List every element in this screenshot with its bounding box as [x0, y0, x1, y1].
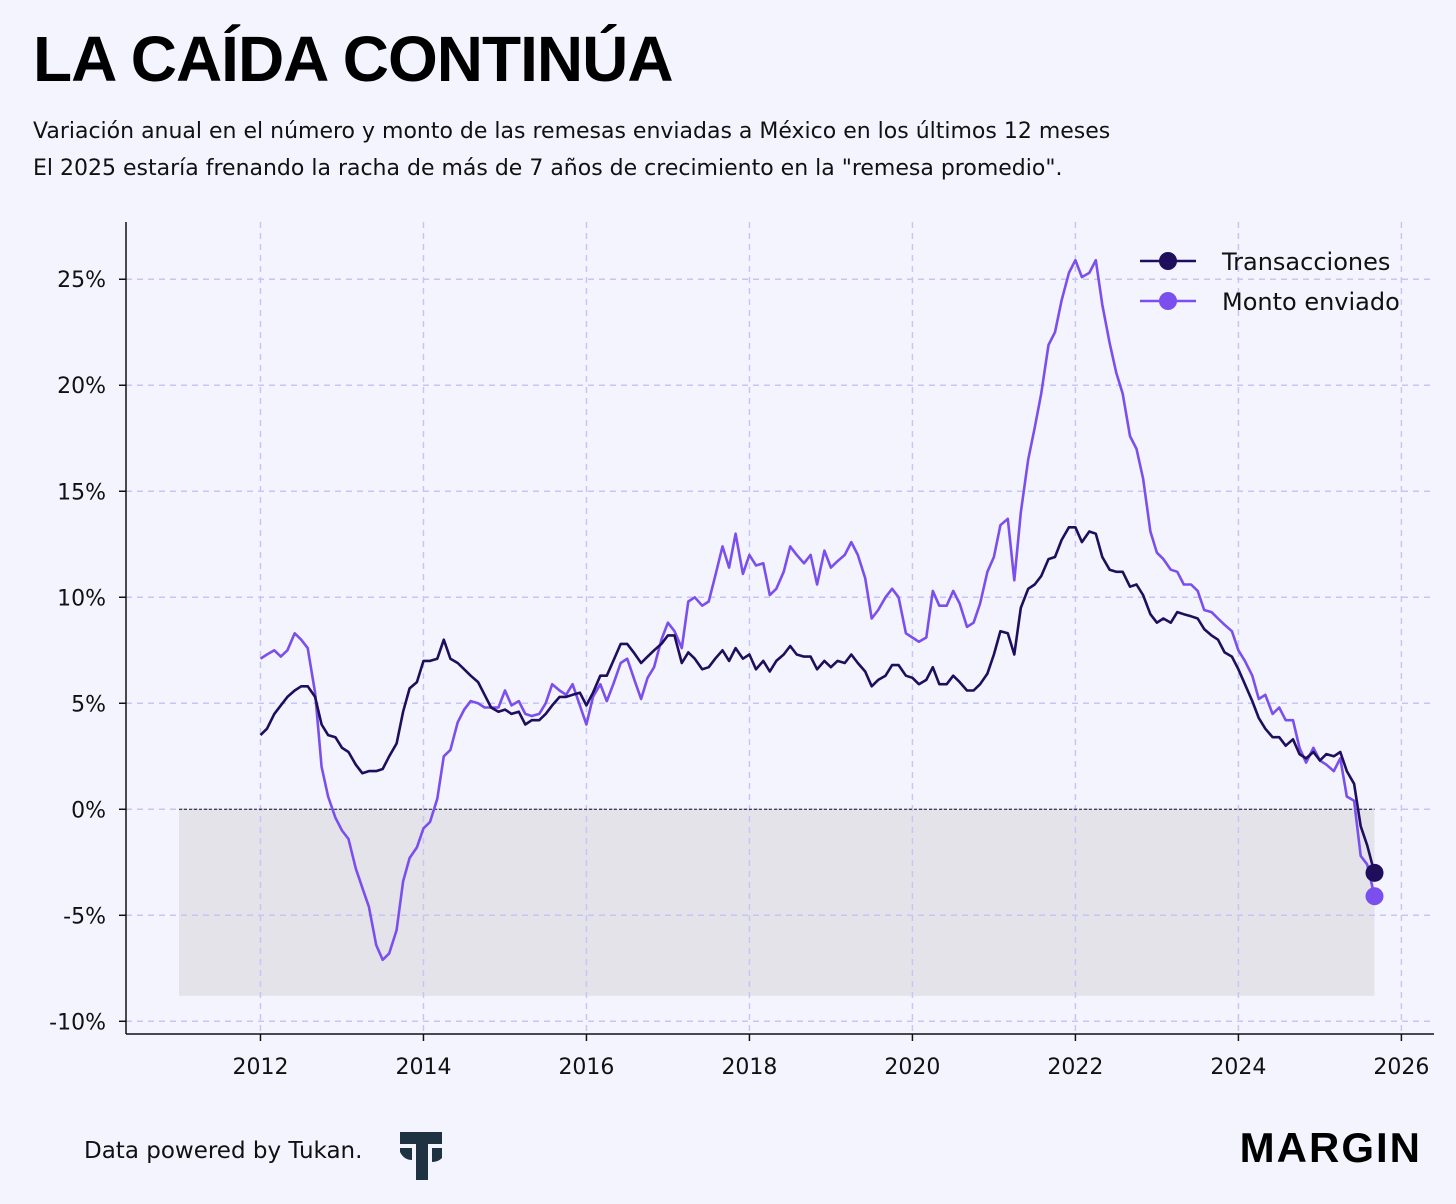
y-tick-label: 20%: [57, 374, 106, 399]
y-tick-label: 0%: [71, 798, 106, 823]
y-tick-label: -5%: [63, 904, 106, 929]
y-tick-label: 5%: [71, 692, 106, 717]
x-tick-label: 2018: [721, 1055, 777, 1080]
legend-label: Transacciones: [1221, 248, 1390, 276]
subtitle-line-1: Variación anual en el número y monto de …: [33, 119, 1111, 144]
line-chart: -10% -5% 0% 5% 10% 15% 20% 25% 2012 2014 2016 2018 2…: [49, 222, 1434, 1080]
legend-marker: [1159, 252, 1177, 270]
page-title: LA CAÍDA CONTINÚA: [33, 23, 674, 95]
x-tick-label: 2014: [395, 1055, 451, 1080]
x-tick-label: 2022: [1047, 1055, 1103, 1080]
y-tick-label: -10%: [49, 1010, 106, 1035]
legend-label: Monto enviado: [1222, 288, 1400, 316]
brand-logo: MARGIN: [1239, 1124, 1422, 1171]
series-line-monto-enviado: [259, 258, 1376, 962]
x-tick-label: 2020: [884, 1055, 940, 1080]
data-source-credit: Data powered by Tukan.: [84, 1138, 363, 1164]
y-tick-label: 25%: [57, 268, 106, 293]
negative-band: [178, 809, 1375, 996]
series-endpoint-monto-enviado: [1365, 887, 1384, 906]
series-endpoint-transacciones: [1365, 863, 1384, 882]
series-line-transacciones: [259, 526, 1376, 874]
tukan-logo-icon: [400, 1132, 442, 1180]
x-tick-label: 2026: [1373, 1055, 1429, 1080]
y-tick-label: 15%: [57, 480, 106, 505]
y-tick-label: 10%: [57, 586, 106, 611]
x-tick-label: 2024: [1210, 1055, 1266, 1080]
subtitle-line-2: El 2025 estaría frenando la racha de más…: [33, 156, 1063, 181]
x-tick-label: 2012: [232, 1055, 288, 1080]
x-tick-label: 2016: [558, 1055, 614, 1080]
legend-marker: [1159, 292, 1177, 310]
